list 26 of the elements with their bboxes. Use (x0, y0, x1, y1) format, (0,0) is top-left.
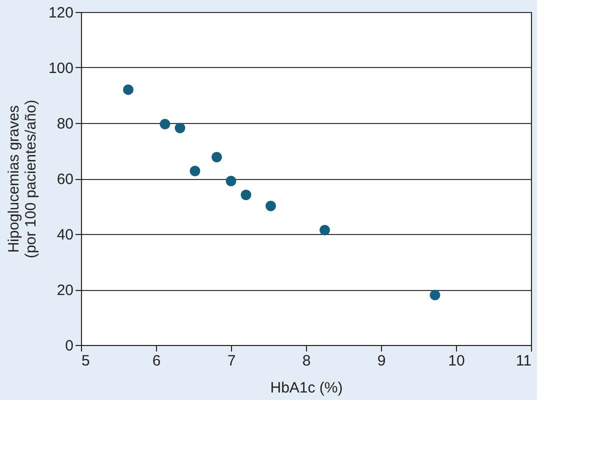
y-axis-title: Hipoglucemias graves (por 100 pacientes/año) (5, 100, 40, 258)
x-tick-label: 5 (82, 352, 90, 370)
point (190, 166, 200, 176)
y-tick-label: 0 (65, 338, 74, 354)
y-tick-label: 40 (56, 226, 74, 244)
point (174, 122, 186, 134)
y-tick-label: 20 (56, 282, 74, 299)
x-tick-label: 6 (152, 352, 161, 370)
x-tick-label: 10 (448, 352, 465, 370)
point (240, 190, 252, 200)
x-tick-label: 8 (302, 352, 311, 370)
point (320, 224, 330, 236)
point (212, 152, 222, 162)
y-tick-label: 60 (56, 171, 74, 188)
x-tick-label: 9 (377, 352, 386, 370)
point (123, 84, 134, 95)
point (266, 200, 276, 212)
x-axis-title: HbA1c (%) (270, 380, 343, 396)
y-tick-label: 100 (48, 60, 74, 77)
point (160, 118, 170, 130)
x-tick-label: 11 (516, 352, 532, 370)
x-tick-label: 7 (227, 352, 236, 370)
point (430, 290, 440, 300)
y-tick-label: 120 (48, 4, 74, 22)
point (226, 176, 236, 186)
y-tick-label: 80 (56, 116, 74, 132)
